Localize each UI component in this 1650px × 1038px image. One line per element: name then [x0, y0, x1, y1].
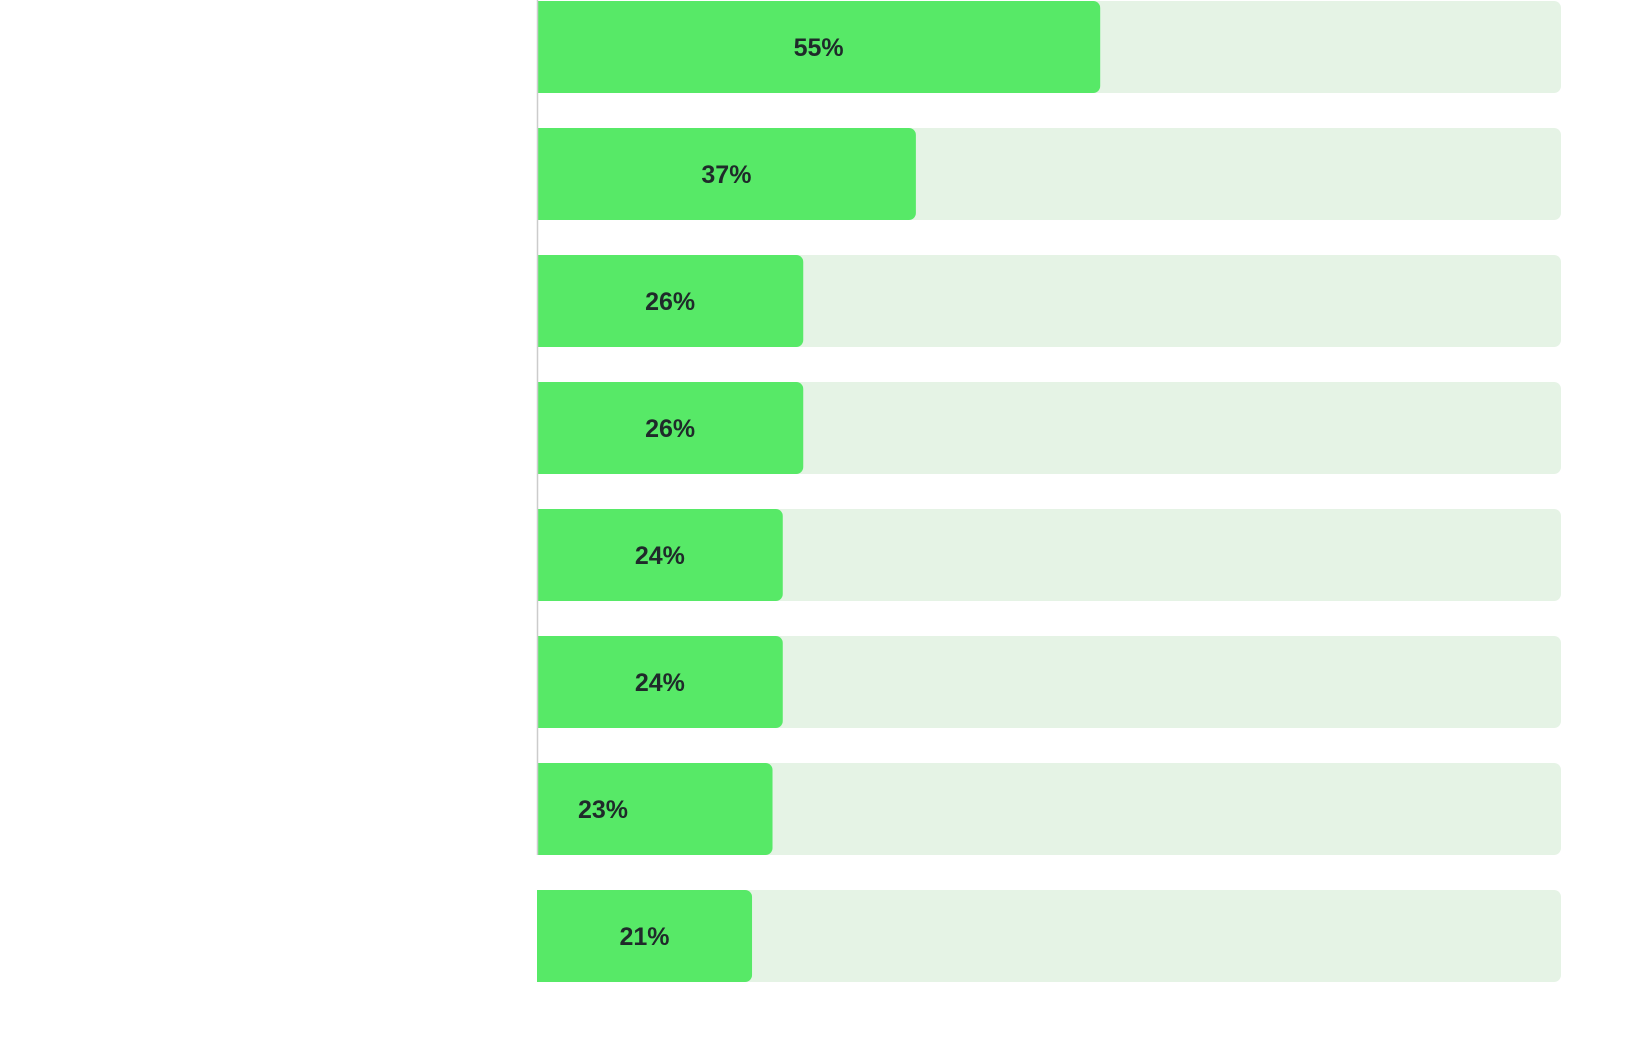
bar — [530, 890, 753, 982]
bar-value-label: 26% — [645, 415, 695, 443]
bar-track — [530, 890, 1561, 982]
plot-left-margin — [0, 0, 537, 1038]
bar — [530, 1, 1101, 93]
bar-value-label: 24% — [635, 669, 685, 697]
bar-track — [530, 636, 1561, 728]
bar-value-label: 23% — [578, 796, 628, 824]
bar-value-label: 26% — [645, 288, 695, 316]
bar-value-label: 37% — [701, 161, 751, 189]
bar-value-label: 55% — [794, 34, 844, 62]
bar — [530, 509, 783, 601]
bar-value-label: 21% — [619, 923, 669, 951]
bar-track — [530, 509, 1561, 601]
bar — [530, 382, 804, 474]
bar — [530, 763, 773, 855]
bar — [530, 636, 783, 728]
bar-track — [530, 763, 1561, 855]
bar — [530, 255, 804, 347]
bar — [530, 128, 916, 220]
bar-value-label: 24% — [635, 542, 685, 570]
